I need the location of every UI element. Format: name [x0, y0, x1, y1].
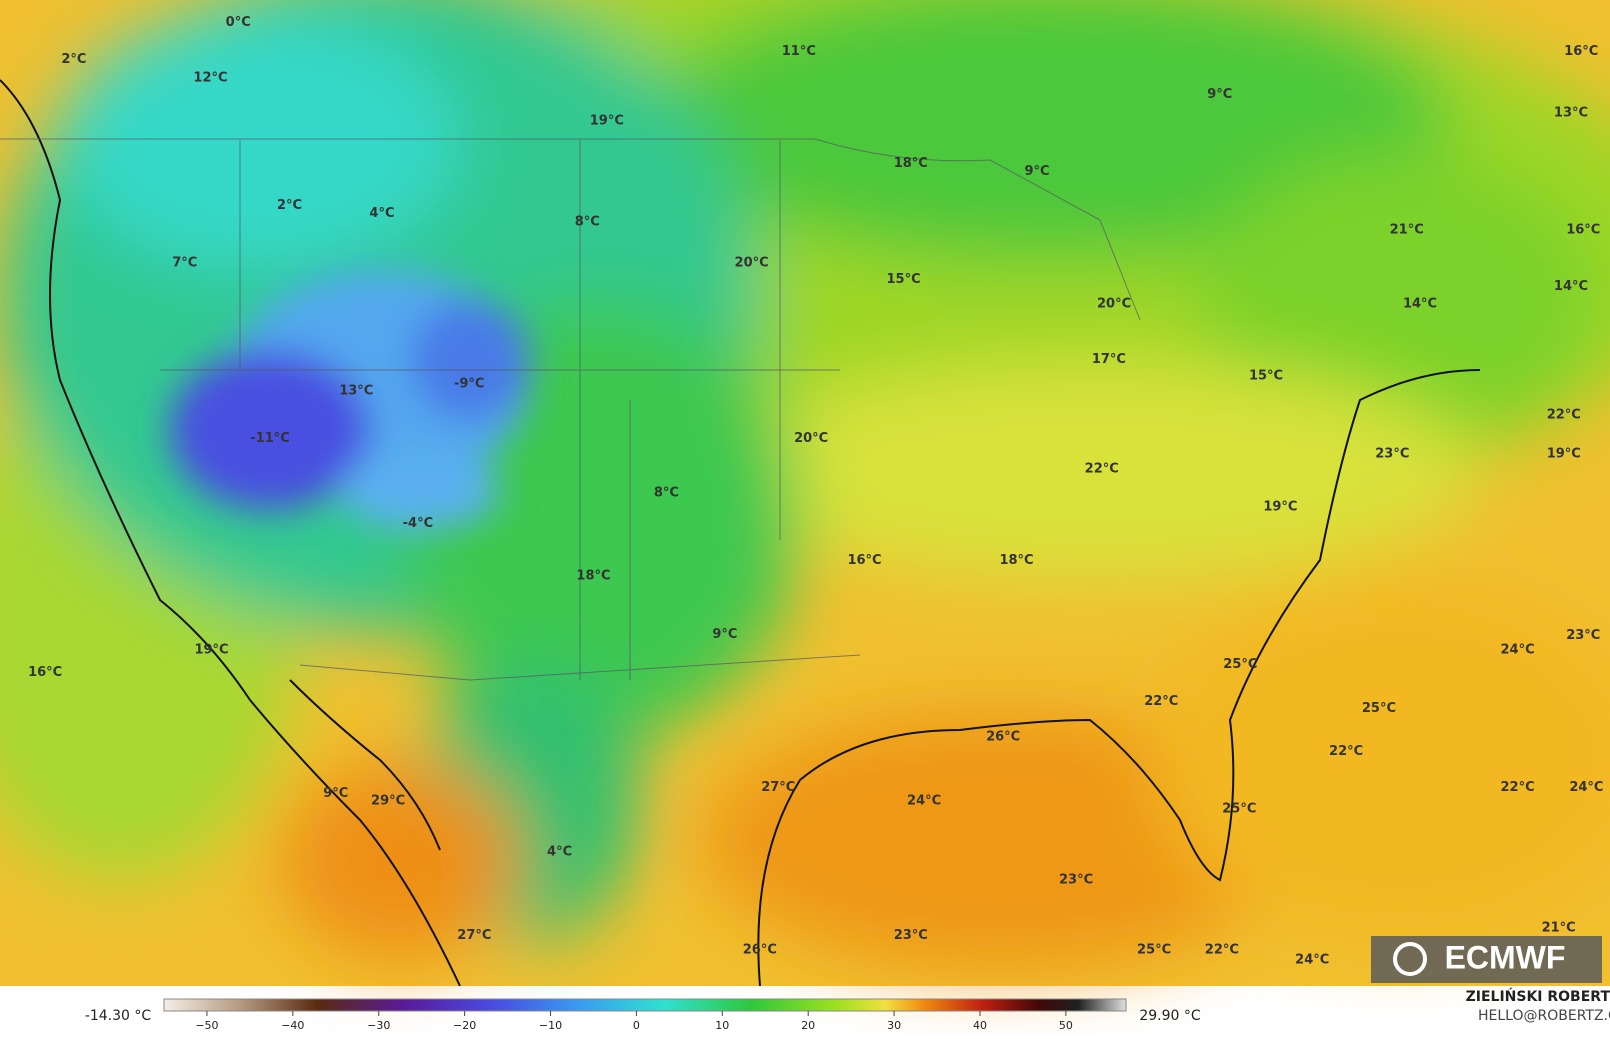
temperature-label: -11°C	[250, 431, 290, 446]
temperature-label: -4°C	[403, 516, 433, 531]
temperature-label: 24°C	[1295, 953, 1329, 968]
temperature-labels: 0°C 2°C 12°C 11°C 19°C 16°C 9°C 13°C 18°C 9°C 2°C 4…	[28, 15, 1603, 967]
temperature-label: 21°C	[1542, 921, 1576, 936]
temperature-label: 19°C	[194, 642, 228, 657]
temperature-label: 22°C	[1144, 694, 1178, 709]
coastlines	[0, 79, 1481, 987]
temperature-label: 19°C	[1547, 446, 1581, 461]
temperature-label: 24°C	[907, 793, 941, 808]
temperature-label: 23°C	[1566, 628, 1600, 643]
temperature-label: 9°C	[712, 627, 737, 642]
temperature-label: 16°C	[1564, 44, 1598, 59]
temperature-label: 22°C	[1547, 407, 1581, 422]
colorbar-tick-label: −40	[281, 1019, 304, 1032]
colorbar-tick-label: 30	[887, 1019, 901, 1032]
temperature-label: 18°C	[999, 553, 1033, 568]
temperature-label: 4°C	[547, 845, 572, 860]
colorbar	[163, 998, 1127, 1012]
temperature-label: 26°C	[986, 730, 1020, 745]
temperature-label: 9°C	[1207, 87, 1232, 102]
temperature-label: 14°C	[1403, 296, 1437, 311]
temperature-label: 23°C	[1059, 872, 1093, 887]
temperature-label: 20°C	[1097, 296, 1131, 311]
colorbar-tick-label: −10	[539, 1019, 562, 1032]
ecmwf-logo: ECMWF	[1371, 936, 1602, 983]
temperature-label: 22°C	[1205, 942, 1239, 957]
temperature-label: 17°C	[1092, 352, 1126, 367]
temperature-label: 4°C	[369, 206, 394, 221]
temperature-label: 18°C	[894, 156, 928, 171]
temperature-label: 14°C	[1554, 279, 1588, 294]
temperature-label: 15°C	[887, 272, 921, 287]
colorbar-tick-label: 50	[1059, 1019, 1073, 1032]
temperature-label: 2°C	[61, 52, 86, 67]
colorbar-ticks: −50 −40 −30 −20 −10 0 10 20 30 40 50	[195, 1011, 1073, 1032]
temperature-label: 19°C	[590, 114, 624, 129]
borders	[0, 138, 1141, 681]
temperature-label: 25°C	[1137, 942, 1171, 957]
colorbar-tick-label: 40	[973, 1019, 987, 1032]
temperature-label: 9°C	[1025, 164, 1050, 179]
temperature-label: 22°C	[1329, 744, 1363, 759]
temperature-label: 13°C	[339, 384, 373, 399]
temperature-label: 8°C	[575, 214, 600, 229]
colorbar-tick-label: 0	[633, 1019, 640, 1032]
temperature-label: 25°C	[1222, 802, 1256, 817]
colorbar-max: 29.90 °C	[1139, 1008, 1201, 1024]
temperature-label: 26°C	[743, 942, 777, 957]
temperature-label: 18°C	[576, 569, 610, 584]
temperature-label: 22°C	[1085, 462, 1119, 477]
temperature-label: 16°C	[847, 553, 881, 568]
temperature-label: 27°C	[457, 928, 491, 943]
temperature-label: 24°C	[1501, 642, 1535, 657]
temperature-label: 0°C	[226, 15, 251, 30]
colorbar-tick-label: −50	[195, 1019, 218, 1032]
temperature-label: 11°C	[782, 44, 816, 59]
credit-contact: HELLO@ROBERTZ.CO	[1478, 1008, 1610, 1024]
temperature-label: 25°C	[1223, 657, 1257, 672]
temperature-label: 2°C	[277, 198, 302, 213]
temperature-label: 20°C	[735, 255, 769, 270]
temperature-label: 23°C	[894, 928, 928, 943]
temperature-label: -9°C	[454, 377, 484, 392]
colorbar-tick-label: 10	[715, 1019, 729, 1032]
temperature-label: 15°C	[1249, 368, 1283, 383]
temperature-label: 12°C	[193, 71, 227, 86]
temperature-label: 22°C	[1501, 780, 1535, 795]
temperature-label: 19°C	[1263, 500, 1297, 515]
temperature-label: 20°C	[794, 431, 828, 446]
logo-text: ECMWF	[1445, 939, 1566, 975]
temperature-label: 25°C	[1362, 701, 1396, 716]
temperature-label: 23°C	[1375, 446, 1409, 461]
temperature-label: 16°C	[28, 665, 62, 680]
temperature-label: 27°C	[761, 780, 795, 795]
colorbar-tick-label: −20	[453, 1019, 476, 1032]
temperature-field	[0, 0, 1610, 986]
colorbar-tick-label: −30	[367, 1019, 390, 1032]
temperature-label: 16°C	[1566, 223, 1600, 238]
temperature-label: 24°C	[1569, 780, 1603, 795]
temperature-label: 13°C	[1554, 105, 1588, 120]
credit-author: ZIELIŃSKI ROBERT	[1466, 987, 1610, 1005]
colorbar-tick-label: 20	[801, 1019, 815, 1032]
colorbar-min: -14.30 °C	[85, 1008, 152, 1024]
temperature-label: 9°C	[323, 786, 348, 801]
temperature-label: 21°C	[1390, 223, 1424, 238]
temperature-label: 7°C	[172, 255, 197, 270]
temperature-label: 8°C	[654, 485, 679, 500]
temperature-label: 29°C	[371, 793, 405, 808]
